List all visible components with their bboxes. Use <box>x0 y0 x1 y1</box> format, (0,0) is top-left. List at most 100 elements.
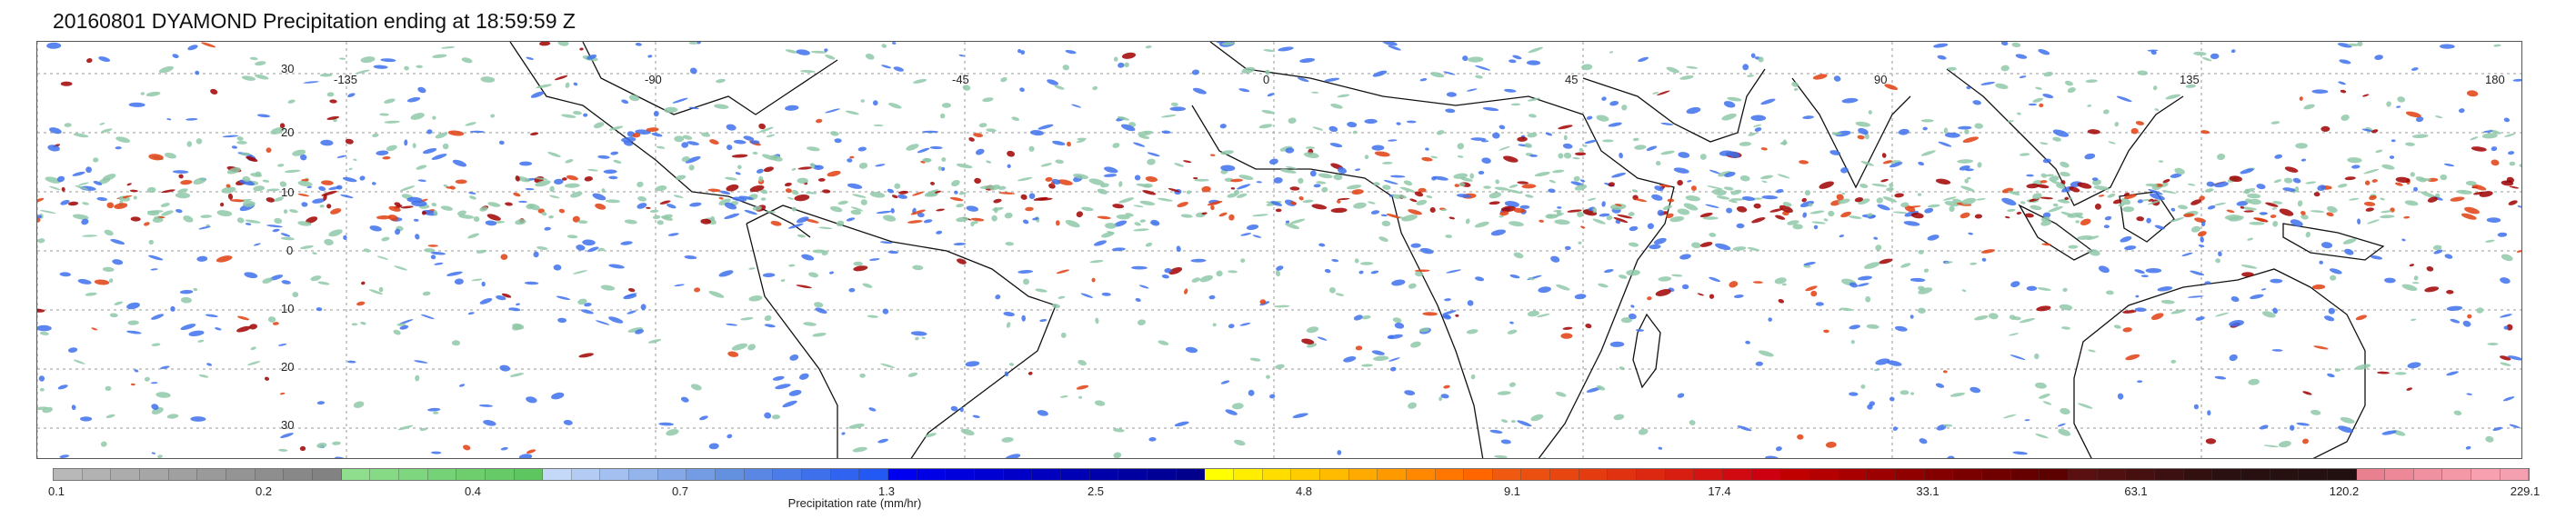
precip-cell <box>2183 213 2195 217</box>
precip-cell <box>682 135 693 140</box>
precip-cell <box>1574 185 1588 191</box>
precip-cell <box>2034 382 2047 389</box>
precip-cell <box>635 329 645 334</box>
precip-cell <box>1076 139 1086 144</box>
precip-cell <box>601 188 606 194</box>
precip-cell <box>1067 141 1071 147</box>
precip-cell <box>907 372 918 377</box>
colorbar <box>53 468 2530 481</box>
precip-cell <box>1335 293 1345 296</box>
precip-cell <box>636 203 647 209</box>
precip-cell <box>165 152 176 159</box>
precip-cell <box>1328 286 1336 294</box>
precip-cell <box>151 404 159 410</box>
precip-cell <box>2170 173 2182 178</box>
precip-cell <box>892 42 897 45</box>
precip-cell <box>924 433 937 438</box>
precip-cell <box>86 58 93 64</box>
precip-cell <box>1804 190 1811 196</box>
precip-cell <box>1252 214 1268 217</box>
precip-cell <box>785 188 792 194</box>
precip-cell <box>1579 147 1583 152</box>
precip-cell <box>210 88 218 95</box>
precip-cell <box>1458 182 1466 187</box>
precip-cell <box>995 294 1001 300</box>
precip-cell <box>2405 142 2415 146</box>
precip-cell <box>664 106 678 114</box>
precip-cell <box>404 65 409 71</box>
precip-cell <box>1527 97 1541 102</box>
precip-cell <box>297 221 312 226</box>
precip-cell <box>1723 101 1736 108</box>
precip-cell <box>1275 208 1282 213</box>
precip-cell <box>1889 183 1894 188</box>
precip-cell <box>1077 137 1087 141</box>
precip-cell <box>572 270 587 274</box>
precip-cell <box>1876 197 1883 204</box>
precip-cell <box>480 76 496 83</box>
precip-cell <box>1020 194 1027 200</box>
precip-cell <box>239 179 255 186</box>
precip-cell <box>126 183 132 186</box>
precip-cell <box>1170 102 1178 107</box>
precip-cell <box>2224 215 2241 221</box>
precip-cell <box>1478 170 1485 175</box>
precip-cell <box>1311 91 1319 94</box>
precip-cell <box>584 176 593 182</box>
precip-cell <box>2424 286 2440 293</box>
precip-cell <box>2446 289 2454 294</box>
precip-cell <box>1145 176 1158 183</box>
precip-cell <box>1142 190 1157 195</box>
precip-cell <box>2347 157 2362 164</box>
precip-cell <box>869 192 886 198</box>
precip-cell <box>1573 175 1580 182</box>
precip-cell <box>2426 266 2434 272</box>
precip-cell <box>443 184 448 188</box>
precip-cell <box>280 236 295 241</box>
precip-cell <box>772 375 785 381</box>
precip-cell <box>2410 318 2417 321</box>
precip-cell <box>1430 155 1438 159</box>
precip-cell <box>2413 186 2418 192</box>
precip-cell <box>1868 110 1872 115</box>
precip-cell <box>1055 220 1060 226</box>
precip-cell <box>822 189 831 194</box>
precip-cell <box>536 246 548 250</box>
precip-cell <box>1475 65 1491 71</box>
precip-cell <box>1410 243 1421 248</box>
precip-cell <box>2516 250 2521 253</box>
precip-cell <box>108 278 114 284</box>
precip-cell <box>764 314 772 322</box>
precip-cell <box>2120 236 2132 243</box>
precip-cell <box>1900 263 1911 268</box>
precip-cell <box>881 65 892 69</box>
precip-cell <box>250 346 256 351</box>
precip-cell <box>1815 302 1824 306</box>
precip-cell <box>380 58 396 63</box>
precip-cell <box>2357 42 2363 47</box>
precip-cell <box>157 454 163 458</box>
precip-cell <box>2349 197 2360 201</box>
precip-cell <box>2137 380 2143 384</box>
precip-cell <box>1943 127 1948 134</box>
precip-cell <box>2273 179 2282 184</box>
precip-cell <box>788 264 796 267</box>
precip-cell <box>279 392 286 395</box>
precip-cell <box>2114 122 2120 127</box>
borneo-outline <box>2119 191 2175 243</box>
colorbar-swatch <box>744 469 774 480</box>
precip-cell <box>2501 254 2513 262</box>
precip-cell <box>1892 426 1898 431</box>
precip-cell <box>379 113 389 116</box>
precip-cell <box>2337 184 2348 188</box>
precip-cell <box>707 188 721 193</box>
precip-cell <box>476 249 487 254</box>
precip-cell <box>353 158 357 161</box>
precip-cell <box>60 81 73 86</box>
precip-cell <box>1268 158 1278 165</box>
precip-cell <box>2289 424 2295 431</box>
precip-cell <box>1894 193 1904 198</box>
precip-cell <box>1760 175 1774 180</box>
precip-cell <box>688 42 698 45</box>
precip-cell <box>2342 238 2357 245</box>
